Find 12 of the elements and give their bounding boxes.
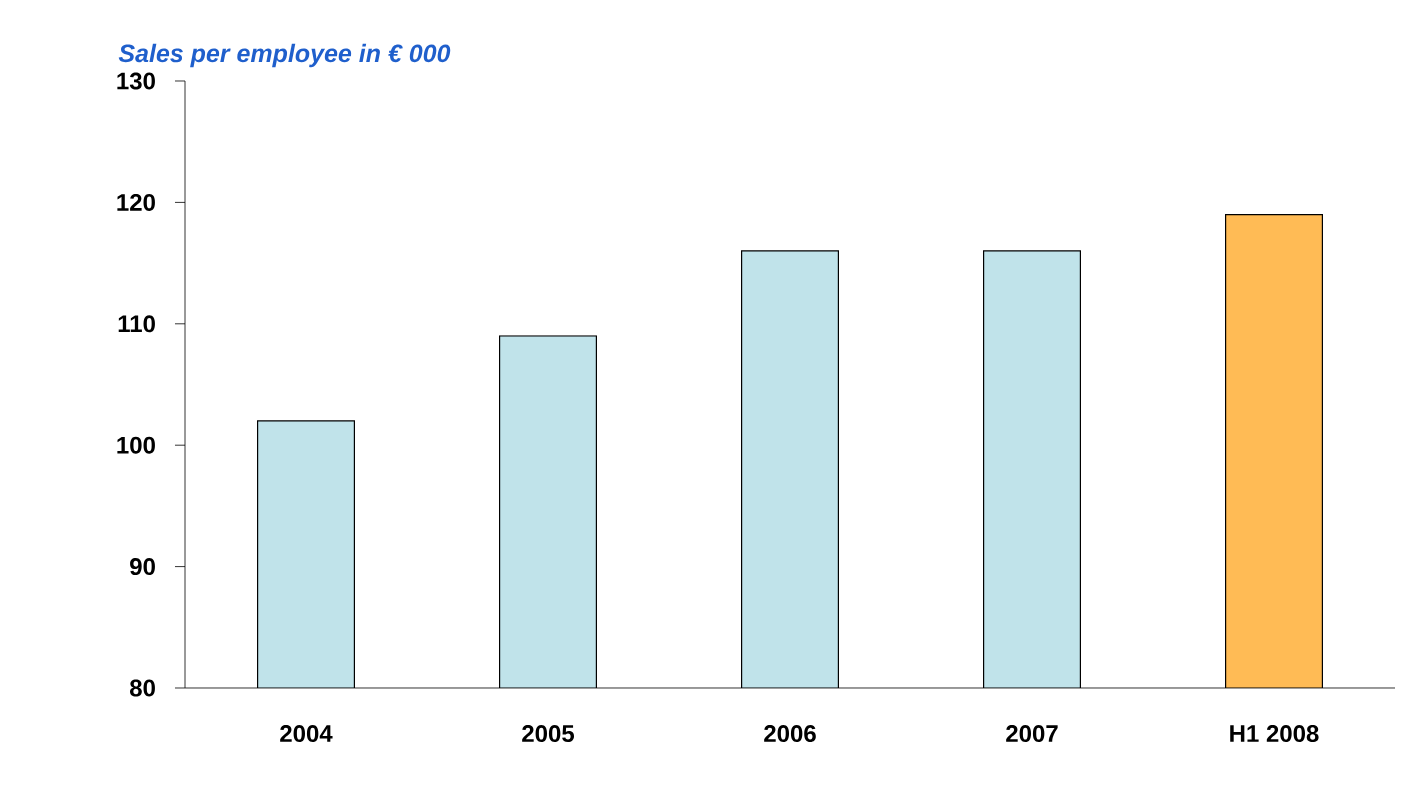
- x-tick-label: 2004: [280, 725, 333, 743]
- y-tick-label: 90: [130, 558, 155, 576]
- x-tick-label: 2006: [764, 725, 816, 743]
- y-tick-label: 130: [117, 72, 155, 90]
- y-tick-label: 100: [117, 436, 155, 454]
- x-tick-label: 2005: [522, 725, 575, 743]
- y-tick-label: 80: [129, 679, 155, 697]
- x-tick-label: 2007: [1006, 725, 1058, 743]
- y-tick-label: 110: [118, 315, 155, 333]
- x-tick-label: H1 2008: [1230, 725, 1319, 743]
- y-tick-label: 120: [117, 193, 155, 211]
- chart-title: Sales per employee in € 000: [118, 43, 451, 68]
